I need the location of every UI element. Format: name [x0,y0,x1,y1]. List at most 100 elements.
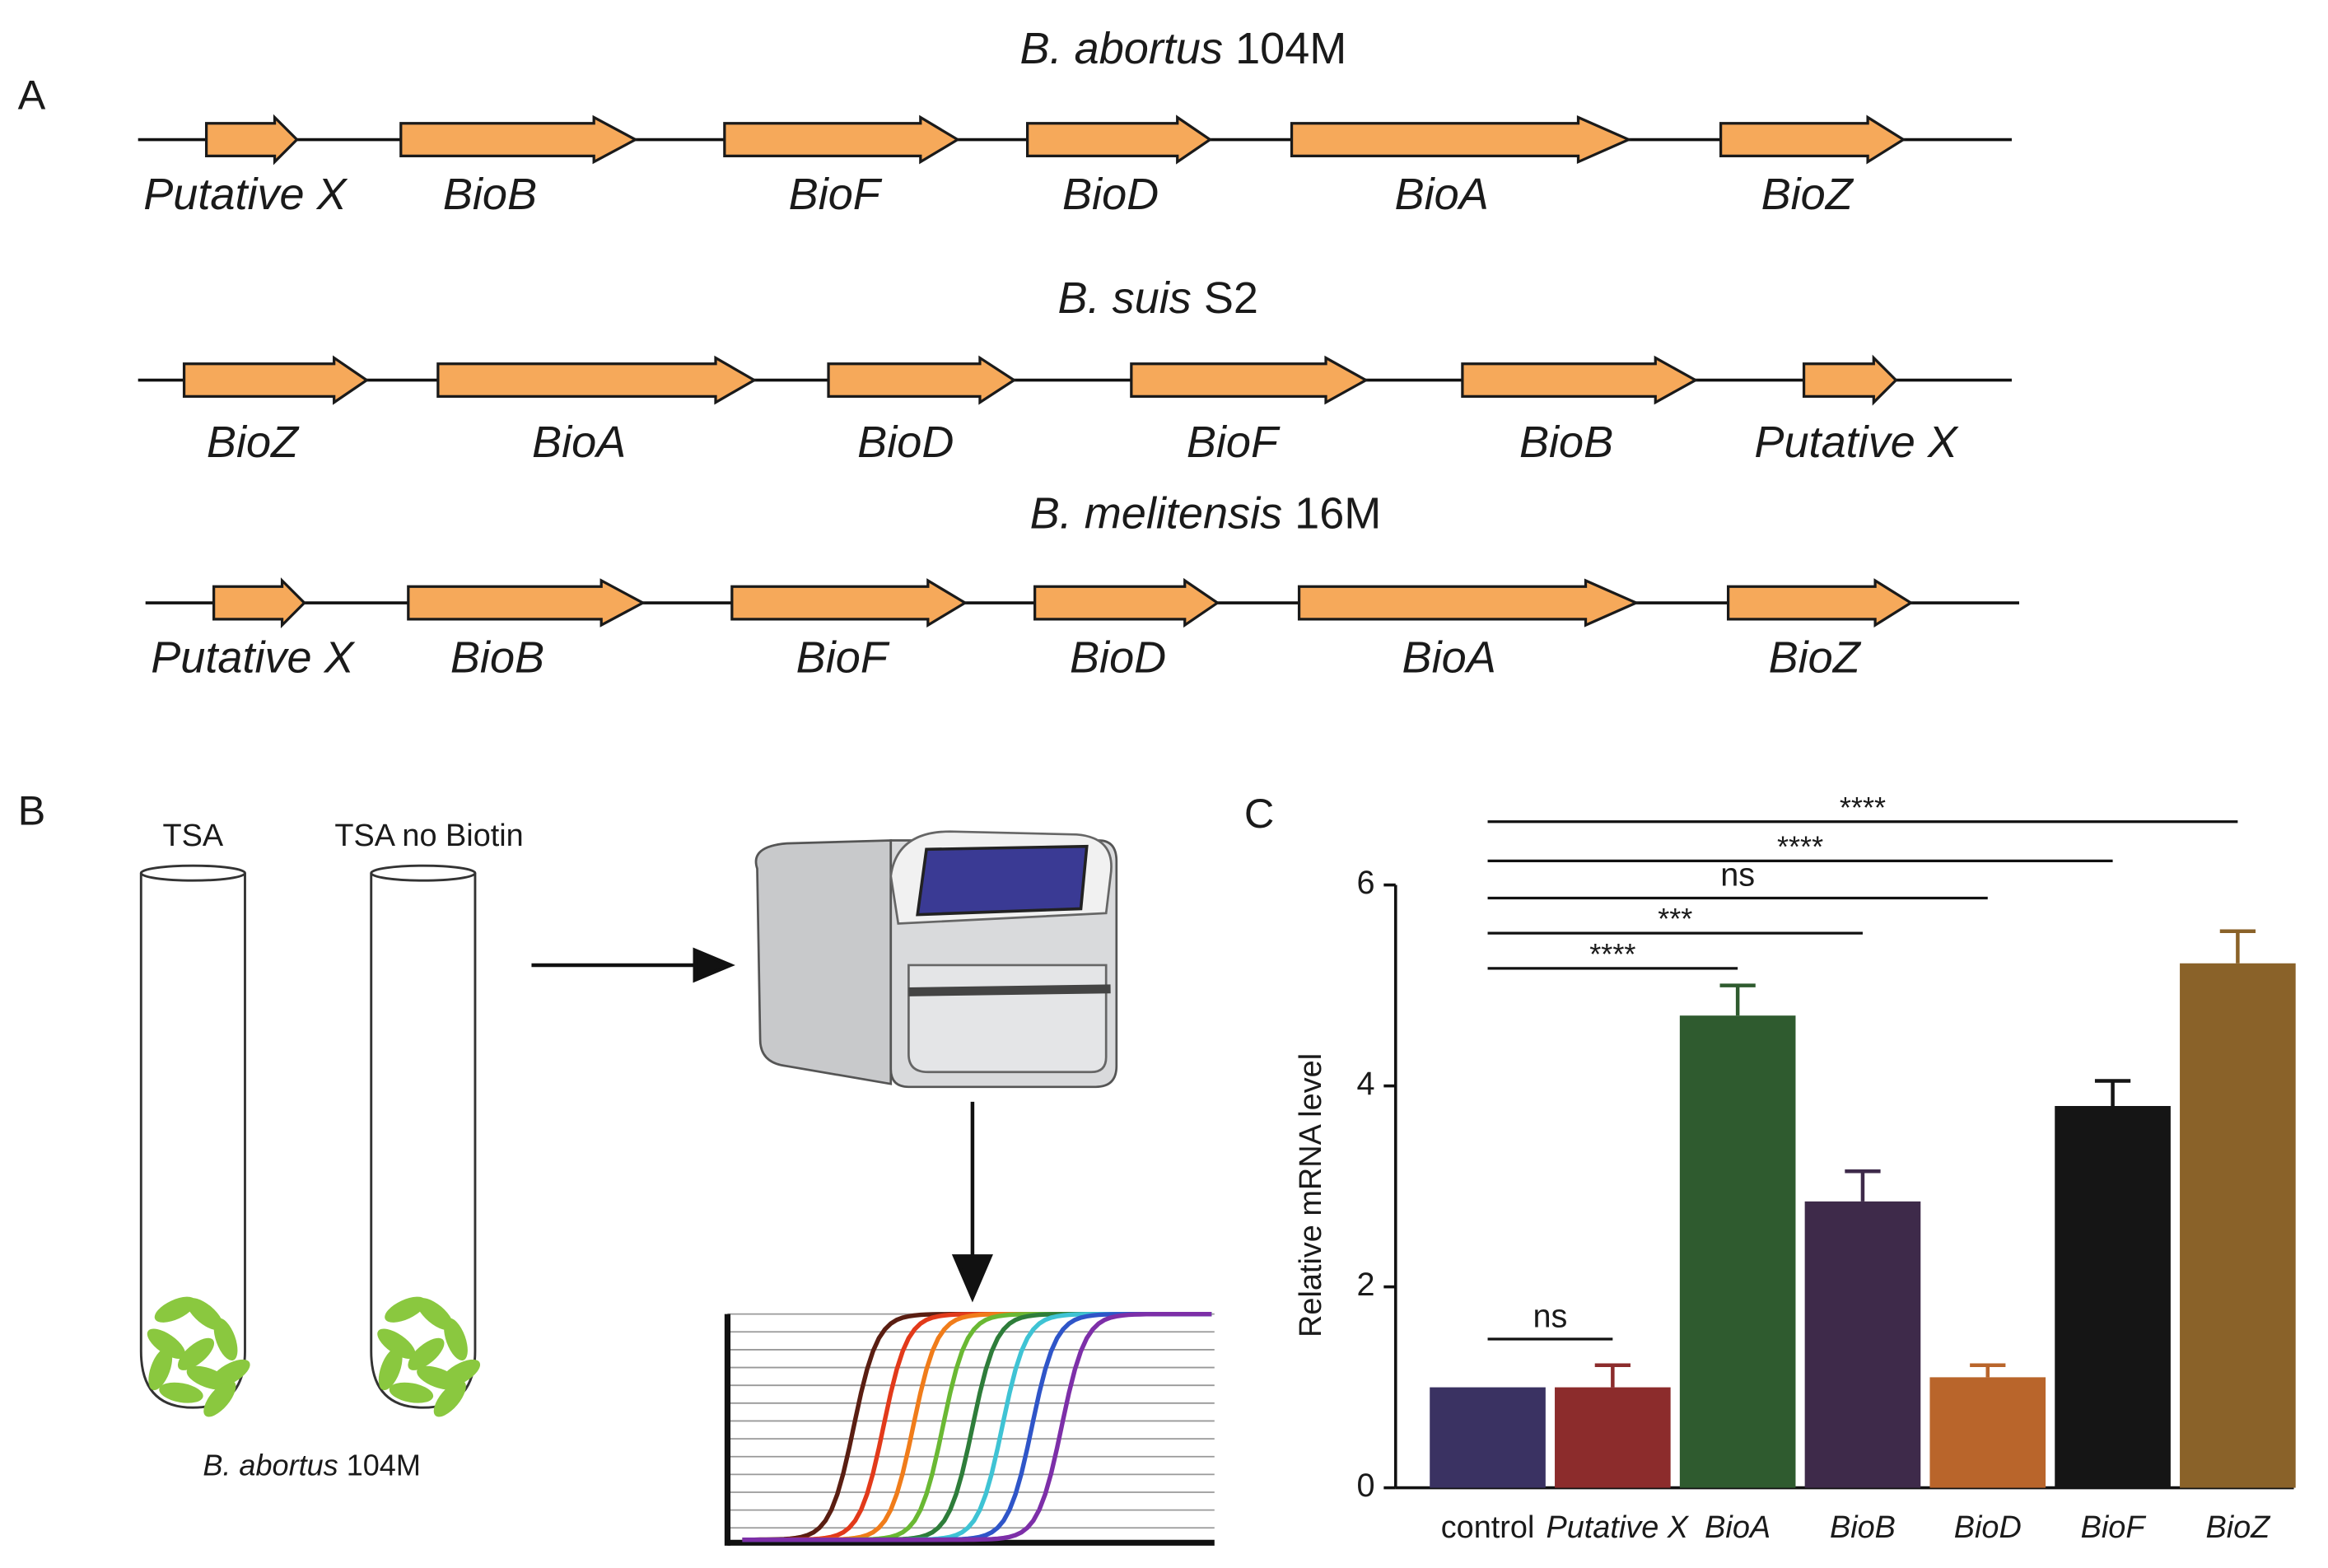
bacterium [203,1380,236,1417]
bacterium [186,1298,223,1331]
amplification-curve [742,1311,1212,1542]
bar [2180,963,2296,1488]
strain: 16M [1295,489,1381,539]
tube-label: TSA no Biotin [334,819,523,853]
gene-arrow [1297,578,1640,628]
x-tick-label: BioA [1705,1510,1770,1545]
amplification-curve [742,1311,1212,1542]
amplification-curve [742,1311,1212,1542]
gene-arrow [212,577,306,629]
x-tick-label: Putative X [1546,1510,1689,1545]
panel-label: C [1244,790,1274,837]
species: B. abortus [203,1448,338,1482]
bacterium [210,1359,250,1388]
y-tick-label: 2 [1356,1267,1374,1303]
x-tick-label: BioZ [2205,1510,2271,1545]
bacterium [154,1296,196,1323]
gene-arrow [730,578,968,628]
tubes [139,864,477,1409]
space [1223,24,1235,73]
gene-arrow [1026,114,1213,165]
gene-label: BioA [1402,633,1496,683]
space [1282,489,1295,539]
gene-arrow [399,114,639,165]
gene-label: BioD [1070,633,1166,683]
panel-label: B [18,786,46,833]
gene-arrow [204,114,299,166]
bacterium [389,1382,434,1403]
x-tick-label: BioD [1954,1510,2022,1545]
arrow-head [693,947,735,983]
gene-label: BioZ [207,418,300,467]
gene-maps: B. abortus 104M Putative X BioB BioF BioD Bio… [138,24,2019,683]
tube-label: TSA [163,819,224,853]
bar [1430,1387,1546,1488]
bacterium [440,1359,481,1388]
qpcr-plot [724,1311,1215,1546]
amplification-curve [742,1311,1212,1542]
gene-label: BioA [532,418,626,467]
gene-label: BioA [1395,170,1489,219]
bacterium [378,1347,403,1391]
gene-arrow [1461,355,1699,405]
bacterium [147,1328,186,1359]
bacterium [177,1337,215,1370]
y-tick-label: 0 [1356,1468,1374,1504]
amplification-curve [742,1311,1212,1542]
gene-arrow [723,114,961,165]
genome-title: B. abortus 104M [1020,24,1347,73]
arrow-head [951,1254,993,1303]
gene-arrow [827,355,1017,405]
gene-label: BioF [1187,418,1281,467]
species: B. suis [1058,273,1192,323]
gene-label: BioZ [1761,170,1854,219]
bacterium [433,1380,466,1417]
tube-rim [139,864,246,882]
genome-title: B. melitensis 16M [1030,489,1382,539]
bacterium [444,1318,468,1361]
bacterium [213,1318,238,1361]
gene-arrow [1719,114,1906,165]
gene-label: BioB [1519,418,1613,467]
strain: 104M [1235,24,1346,73]
significance-label: **** [1840,791,1886,824]
gene-label: BioB [450,633,544,683]
y-axis-label: Relative mRNA level [1294,1053,1328,1337]
species-caption: B. abortus 104M [203,1448,420,1482]
bacterium [417,1298,454,1331]
gene-label: BioD [1062,170,1159,219]
gene-arrow [407,578,646,628]
tube-rim [370,864,477,882]
gene-arrow [1290,114,1632,165]
gene-label: BioF [796,633,890,683]
x-tick-label: BioB [1830,1510,1896,1545]
gene-label: Putative X [1754,418,1958,467]
amplification-curve [742,1311,1212,1542]
bar [1929,1377,2046,1488]
bacterium [377,1328,416,1359]
bar [1804,1201,1921,1488]
significance-label: ns [1720,857,1755,894]
bacterium [408,1337,445,1370]
strain: 104M [347,1448,421,1482]
bacterium [385,1296,427,1323]
y-tick-label: 4 [1356,1066,1374,1102]
gene-arrow [1130,355,1369,405]
gene-label: BioZ [1769,633,1862,683]
bar-chart: 0 2 4 6 Relative mRNA level control Putative X… [1294,791,2296,1545]
x-tick-label: BioF [2081,1510,2147,1545]
x-tick-label: control [1441,1510,1535,1545]
arrows [531,947,993,1303]
gene-arrow [1033,577,1220,628]
qpcr-machine [754,830,1118,1089]
y-tick-label: 6 [1356,865,1374,901]
gene-label: BioF [789,170,883,219]
significance-label: *** [1658,902,1692,936]
amplification-curve [742,1311,1212,1542]
bar [2055,1105,2171,1488]
gene-arrow [1726,578,1914,628]
gene-arrow [182,355,370,405]
gene-arrow [1802,354,1898,406]
